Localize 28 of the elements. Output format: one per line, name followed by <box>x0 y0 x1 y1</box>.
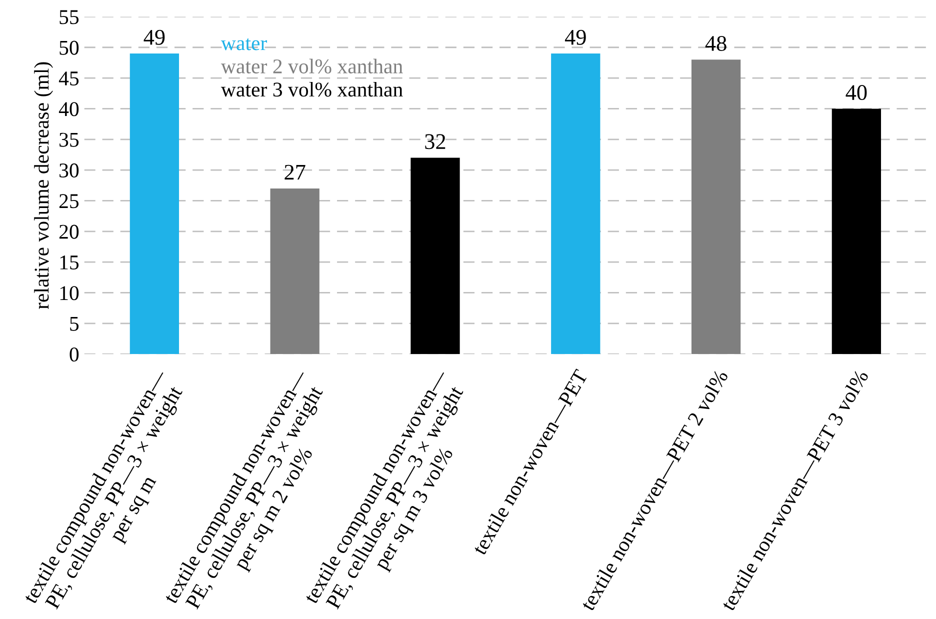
y-tick-label: 45 <box>58 72 79 86</box>
y-tick-label: 5 <box>70 316 79 331</box>
bar <box>410 158 460 354</box>
y-tick-label: 30 <box>60 163 79 178</box>
y-tick-label: 35 <box>60 132 79 147</box>
y-tick-label: 0 <box>70 347 79 362</box>
y-tick-label: 20 <box>59 224 79 239</box>
text: water <box>220 38 268 50</box>
bar <box>270 188 320 354</box>
y-tick-label: 40 <box>58 102 79 116</box>
bar <box>551 54 600 354</box>
data-label: 49 <box>144 30 165 45</box>
data-label: 27 <box>284 164 306 180</box>
bar <box>832 108 882 354</box>
data-label: 32 <box>425 134 446 150</box>
text: water 2 vol% xanthan <box>220 58 403 74</box>
data-label: 49 <box>564 30 586 45</box>
bar <box>691 60 741 354</box>
data-label: 40 <box>846 85 867 100</box>
data-label: 48 <box>705 36 726 51</box>
bar <box>130 54 180 354</box>
y-tick-label: 25 <box>59 194 79 208</box>
y-tick-label: 50 <box>60 40 79 55</box>
y-tick-label: 10 <box>60 286 79 300</box>
y-axis-title: relative volume decrease (ml) <box>34 62 53 310</box>
y-tick-label: 55 <box>60 10 79 24</box>
y-tick-label: 15 <box>60 256 79 270</box>
text: water 3 vol% xanthan <box>220 82 403 97</box>
